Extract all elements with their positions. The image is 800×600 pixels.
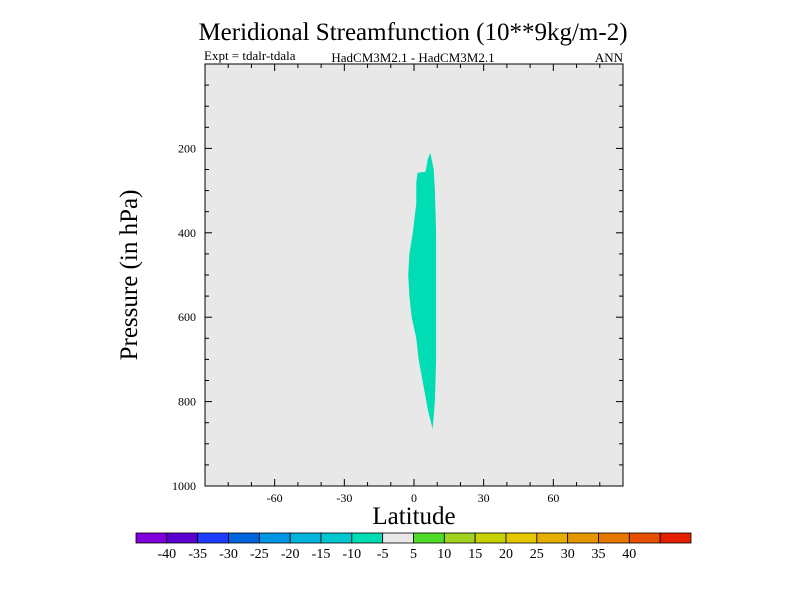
colorbar-label: -10 <box>342 547 361 562</box>
colorbar-swatch <box>474 532 507 544</box>
x-axis-label: Latitude <box>372 503 455 530</box>
y-tick-labels: 200 400 600 800 1000 <box>172 141 196 493</box>
colorbar-label: 20 <box>499 547 513 562</box>
colorbar-label: 30 <box>561 547 575 562</box>
subtitle-center: HadCM3M2.1 - HadCM3M2.1 <box>331 50 494 65</box>
x-tick-label: 0 <box>411 491 417 505</box>
colorbar-swatch <box>659 532 692 544</box>
colorbar-swatch <box>628 532 661 544</box>
y-tick-label: 400 <box>178 226 196 240</box>
colorbar-swatch <box>382 532 414 544</box>
y-axis-label: Pressure (in hPa) <box>116 190 143 361</box>
colorbar-label: -40 <box>157 547 176 562</box>
colorbar-swatch <box>443 532 476 544</box>
colorbar <box>135 532 692 544</box>
colorbar-swatch <box>413 532 445 544</box>
colorbar-labels: -40 -35 -30 -25 -20 -15 -10 -5 5 10 15 20 25 30 35 40 <box>157 547 636 562</box>
colorbar-label: -35 <box>188 547 207 562</box>
colorbar-swatch <box>197 532 229 544</box>
y-tick-label: 1000 <box>172 479 196 493</box>
colorbar-label: 25 <box>530 547 544 562</box>
colorbar-swatch <box>536 532 569 544</box>
colorbar-swatch <box>320 532 353 544</box>
y-tick-label: 200 <box>178 141 196 155</box>
x-tick-label: -30 <box>336 491 352 505</box>
colorbar-label: -20 <box>281 547 300 562</box>
subtitle-right: ANN <box>595 50 624 65</box>
colorbar-swatch <box>228 532 260 544</box>
colorbar-swatch <box>166 532 199 544</box>
colorbar-swatch <box>598 532 630 544</box>
colorbar-swatch <box>505 532 538 544</box>
chart-title: Meridional Streamfunction (10**9kg/m-2) <box>198 19 627 46</box>
x-tick-label: 60 <box>547 491 559 505</box>
subtitle-left: Expt = tdalr-tdala <box>204 48 296 63</box>
colorbar-label: 35 <box>592 547 606 562</box>
colorbar-label: -30 <box>219 547 238 562</box>
colorbar-label: -15 <box>312 547 331 562</box>
colorbar-label: -5 <box>377 547 389 562</box>
y-tick-label: 800 <box>178 395 196 409</box>
colorbar-swatch <box>567 532 599 544</box>
colorbar-swatch <box>135 532 168 544</box>
y-tick-label: 600 <box>178 310 196 324</box>
colorbar-label: -25 <box>250 547 269 562</box>
x-tick-labels: -60 -30 0 30 60 <box>267 491 560 505</box>
colorbar-swatch <box>258 532 291 544</box>
colorbar-label: 10 <box>437 547 451 562</box>
colorbar-label: 40 <box>622 547 636 562</box>
colorbar-label: 15 <box>468 547 482 562</box>
colorbar-swatch <box>289 532 322 544</box>
x-tick-label: -60 <box>267 491 283 505</box>
colorbar-label: 5 <box>410 547 417 562</box>
colorbar-swatch <box>351 532 384 544</box>
contour-region-minus10-minus5 <box>408 152 437 429</box>
x-tick-label: 30 <box>478 491 490 505</box>
axis-ticks <box>204 63 624 487</box>
